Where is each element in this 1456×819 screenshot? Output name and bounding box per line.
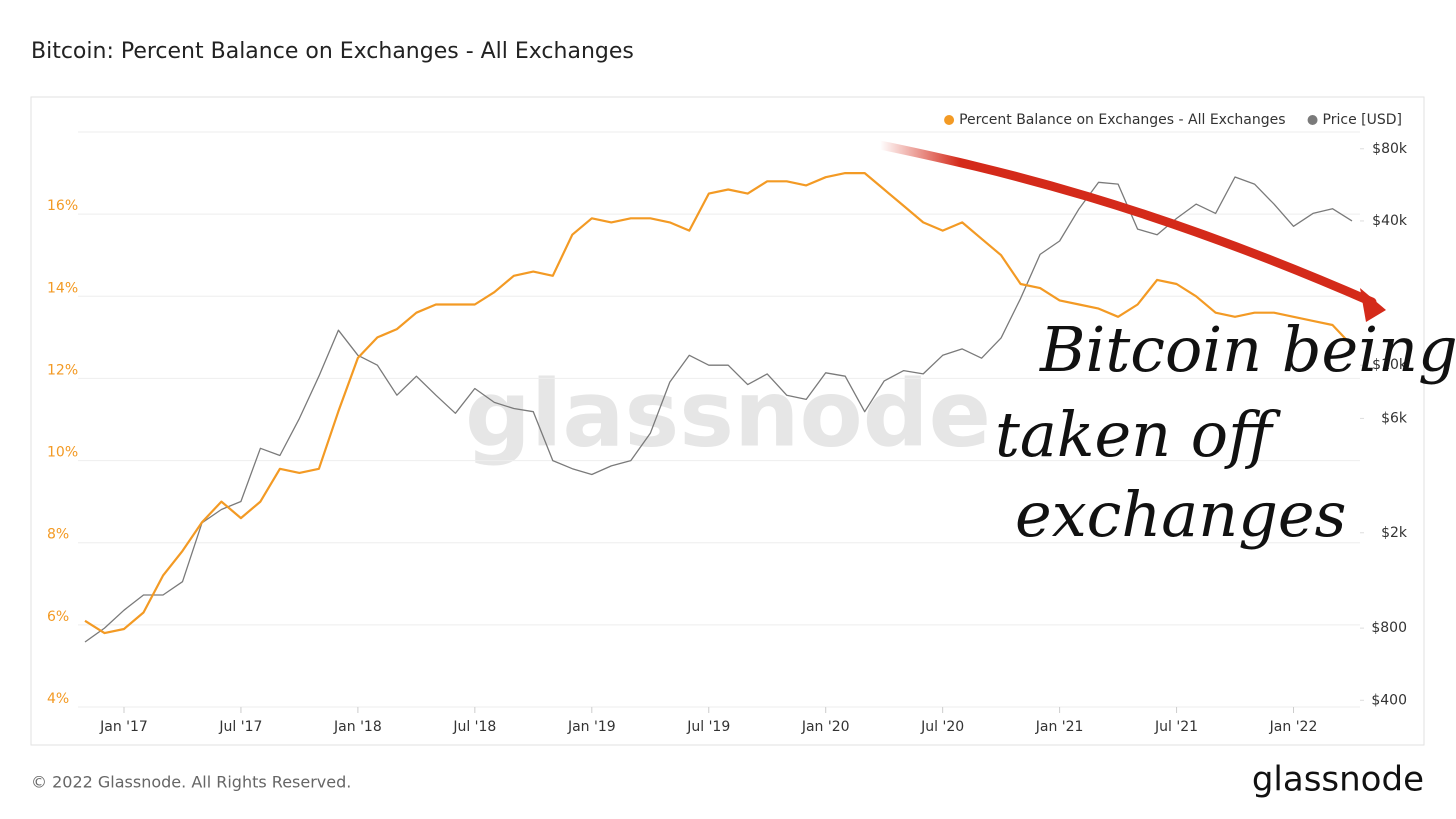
chart-title: Bitcoin: Percent Balance on Exchanges - … <box>31 39 634 64</box>
watermark: glassnode <box>465 360 991 467</box>
y-tick-label: 8% <box>47 527 69 543</box>
y2-tick-label: $80k <box>1372 141 1408 157</box>
y2-tick-label: $400 <box>1371 692 1407 708</box>
x-tick-label: Jul '19 <box>686 719 730 735</box>
y2-tick-label: $10k <box>1372 357 1408 373</box>
y2-tick-label: $40k <box>1372 213 1408 229</box>
annotation: taken off <box>995 398 1281 471</box>
annotation: exchanges <box>1015 478 1346 551</box>
x-tick-label: Jan '22 <box>1269 719 1318 735</box>
x-tick-label: Jul '21 <box>1154 719 1198 735</box>
x-tick-label: Jan '19 <box>567 719 616 735</box>
y-tick-label: 12% <box>47 362 78 378</box>
arrow <box>875 140 1377 307</box>
x-tick-label: Jul '17 <box>218 719 262 735</box>
x-tick-label: Jan '17 <box>99 719 148 735</box>
x-tick-label: Jul '18 <box>452 719 496 735</box>
x-tick-label: Jan '18 <box>333 719 382 735</box>
y2-tick-label: $2k <box>1381 525 1408 541</box>
legend-marker <box>944 115 955 125</box>
x-tick-label: Jul '20 <box>920 719 964 735</box>
x-tick-label: Jan '20 <box>801 719 850 735</box>
y-tick-label: 6% <box>47 609 69 625</box>
series-line <box>84 172 1353 635</box>
legend-label: Percent Balance on Exchanges - All Excha… <box>959 112 1285 128</box>
chart-frame <box>30 96 1425 746</box>
y-tick-label: 16% <box>47 198 78 214</box>
x-tick-label: Jan '21 <box>1035 719 1084 735</box>
annotation: Bitcoin being <box>1039 313 1456 386</box>
arrow-head <box>1360 288 1386 322</box>
y-tick-label: 10% <box>47 445 78 461</box>
logo: glassnode <box>1252 760 1424 800</box>
y-tick-label: 4% <box>47 691 69 707</box>
legend-marker <box>1307 115 1318 125</box>
y2-tick-label: $6k <box>1381 410 1408 426</box>
y2-tick-label: $800 <box>1371 620 1407 636</box>
y-tick-label: 14% <box>47 280 78 296</box>
series-line <box>84 176 1353 643</box>
legend-label: Price [USD] <box>1323 112 1402 128</box>
footer: © 2022 Glassnode. All Rights Reserved. <box>31 773 351 792</box>
